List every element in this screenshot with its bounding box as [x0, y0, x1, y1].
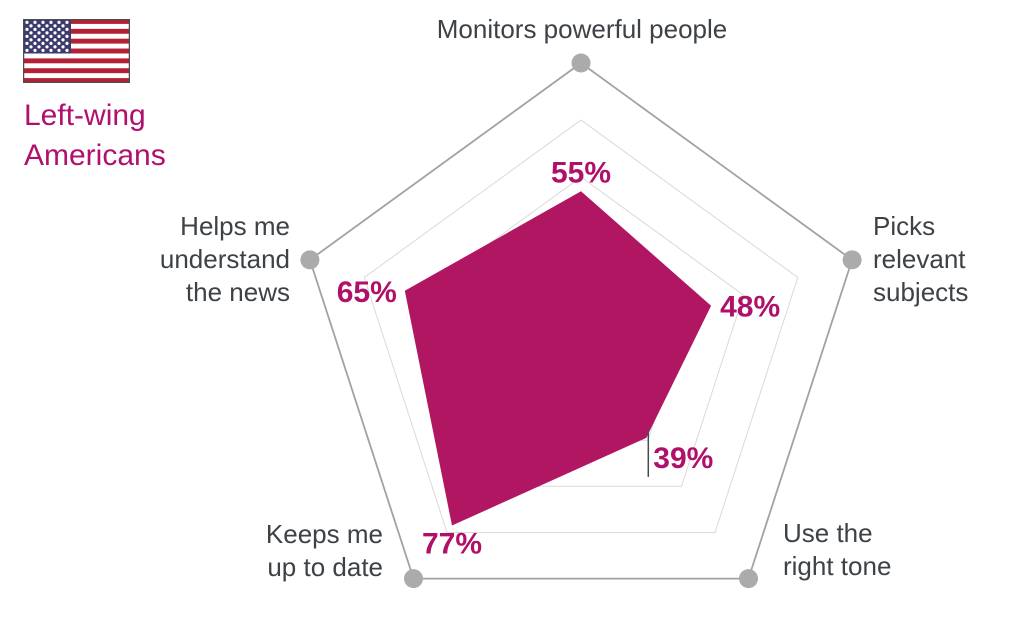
value-label: 48% — [720, 291, 780, 324]
vertex-dot — [739, 569, 758, 589]
axis-label-keeps-me-up-to-date: Keeps me up to date — [265, 519, 383, 582]
axis-label-helps-me-understand-the-news: Helps me understand the news — [159, 211, 290, 307]
radar-outer-ring — [308, 61, 854, 580]
us-flag-icon — [23, 19, 130, 83]
value-label: 77% — [422, 528, 482, 561]
vertex-dot — [842, 250, 862, 270]
value-label: 39% — [653, 442, 713, 475]
axis-label-use-the-right-tone: Use the right tone — [783, 518, 892, 581]
radar-grid-ring — [363, 119, 799, 533]
value-label: 55% — [551, 156, 611, 189]
axis-label-picks-relevant-subjects: Picks relevant subjects — [873, 211, 969, 307]
vertex-dot — [404, 569, 423, 589]
radar-data-polygon — [404, 191, 712, 526]
value-label: 65% — [337, 276, 397, 309]
group-label: Left-wing Americans — [24, 99, 166, 172]
vertex-dot — [571, 53, 591, 73]
axis-label-monitors-powerful-people: Monitors powerful people — [436, 14, 728, 44]
vertex-dot — [300, 250, 320, 270]
